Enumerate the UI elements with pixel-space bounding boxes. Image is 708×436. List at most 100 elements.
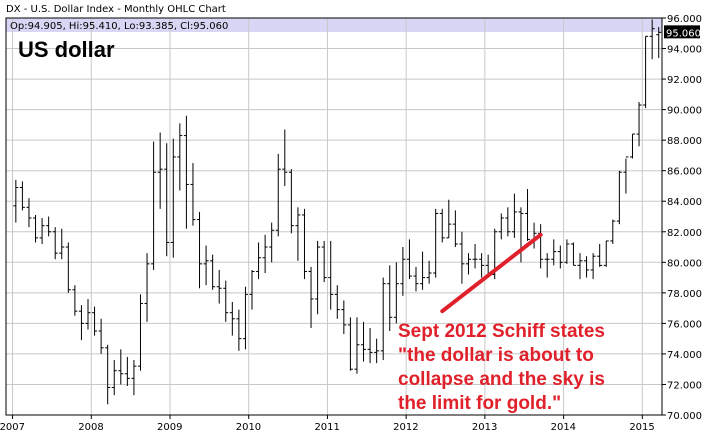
ohlc-bar — [636, 101, 642, 147]
ohlc-bar — [498, 213, 504, 240]
ohlc-bar — [341, 300, 347, 335]
ohlc-bar — [420, 251, 426, 290]
ohlc-bar — [26, 198, 32, 228]
ohlc-bar — [656, 27, 662, 58]
x-tick-label: 2015 — [629, 422, 654, 433]
ohlc-bar — [380, 277, 386, 361]
ohlc-bar — [597, 243, 603, 267]
x-tick-label: 2009 — [157, 422, 182, 433]
y-tick-label: 78.000 — [667, 289, 702, 300]
ohlc-bar — [511, 193, 517, 238]
ohlc-bar — [124, 356, 130, 386]
ohlc-bar — [623, 156, 629, 194]
ohlc-bar — [46, 216, 52, 237]
x-axis-ticks: 2007 2008 2009 2010 2011 2012 2013 2014 2015 — [0, 415, 655, 433]
annotation-line-4: the limit for gold." — [398, 393, 561, 414]
ohlc-bar — [446, 199, 452, 239]
ohlc-bar — [459, 231, 465, 284]
ohlc-bar — [39, 218, 45, 244]
series-label: US dollar — [18, 37, 115, 62]
y-tick-label: 88.000 — [667, 136, 702, 147]
x-tick-label: 2008 — [78, 422, 103, 433]
ohlc-bar — [374, 338, 380, 364]
y-tick-label: 86.000 — [667, 167, 702, 178]
ohlc-bar — [249, 269, 255, 310]
ohlc-bar — [282, 129, 288, 186]
ohlc-bar — [262, 234, 268, 273]
ohlc-bars — [13, 19, 662, 405]
ohlc-bar — [256, 242, 262, 280]
ohlc-bar — [479, 253, 485, 278]
ohlc-bar — [170, 138, 176, 258]
ohlc-bar — [59, 228, 65, 260]
ohlc-bar — [177, 123, 183, 191]
annotation-line-3: collapse and the sky is — [398, 369, 605, 390]
ohlc-bar — [557, 245, 563, 269]
ohlc-bar — [367, 327, 373, 364]
y-tick-label: 90.000 — [667, 106, 702, 117]
ohlc-bar — [157, 132, 163, 209]
y-tick-label: 70.000 — [667, 411, 702, 422]
ohlc-bar — [643, 35, 649, 109]
ohlc-bar — [210, 254, 216, 290]
y-tick-label: 74.000 — [667, 350, 702, 361]
ohlc-bar — [347, 317, 353, 371]
ohlc-bar — [413, 266, 419, 292]
last-value-text: 95.060 — [666, 28, 701, 39]
last-value-tag: 95.060 — [664, 25, 701, 39]
ohlc-bar — [577, 253, 583, 280]
ohlc-bar — [334, 285, 340, 319]
ohlc-bar — [551, 239, 557, 266]
trend-line — [440, 232, 543, 314]
ohlc-bar — [525, 189, 531, 241]
x-tick-label: 2013 — [472, 422, 497, 433]
ohlc-bar — [183, 115, 189, 229]
ohlc-bar — [433, 208, 439, 278]
ohlc-bar — [439, 208, 445, 243]
ohlc-bar — [321, 240, 327, 283]
ohlc-bar — [197, 211, 203, 289]
ohlc-bar — [315, 240, 321, 315]
ohlc-bar — [393, 262, 399, 324]
y-tick-label: 80.000 — [667, 258, 702, 269]
ohlc-bar — [65, 242, 71, 293]
ohlc-bar — [354, 317, 360, 374]
ohlc-bar — [137, 294, 143, 371]
ohlc-bar — [288, 169, 294, 234]
ohlc-bar — [400, 247, 406, 296]
ohlc-bar — [33, 214, 39, 243]
ohlc-bar — [328, 240, 334, 310]
ohlc-bar — [131, 360, 137, 396]
plot-border — [5, 17, 663, 416]
y-tick-label: 76.000 — [667, 319, 702, 330]
ohlc-bar — [242, 286, 248, 350]
ohlc-bar — [105, 344, 111, 405]
ohlc-bar — [13, 179, 19, 223]
ohlc-bar — [426, 260, 432, 284]
ohlc-bar — [301, 208, 307, 280]
ohlc-bar — [361, 321, 367, 362]
annotation: Sept 2012 Schiff states "the dollar is a… — [398, 321, 605, 414]
y-tick-label: 82.000 — [667, 228, 702, 239]
ohlc-bar — [72, 285, 78, 316]
ohlc-bar — [98, 318, 104, 354]
chart-title: DX - U.S. Dollar Index - Monthly OHLC Ch… — [6, 4, 226, 15]
ohlc-bar — [570, 242, 576, 266]
annotation-line-1: Sept 2012 Schiff states — [398, 321, 605, 342]
y-tick-label: 72.000 — [667, 380, 702, 391]
ohlc-bar — [590, 253, 596, 280]
annotation-line-2: "the dollar is about to — [398, 345, 594, 366]
x-tick-label: 2014 — [551, 422, 576, 433]
ohlc-bar — [78, 305, 84, 341]
ohlc-bar — [151, 141, 157, 270]
ohlc-bar — [203, 245, 209, 286]
y-tick-label: 84.000 — [667, 197, 702, 208]
ohlc-bar — [190, 163, 196, 226]
x-tick-label: 2011 — [314, 422, 339, 433]
y-tick-label: 92.000 — [667, 75, 702, 86]
x-tick-label: 2012 — [393, 422, 418, 433]
ohlc-bar — [584, 256, 590, 278]
ohlc-bar — [275, 153, 281, 237]
